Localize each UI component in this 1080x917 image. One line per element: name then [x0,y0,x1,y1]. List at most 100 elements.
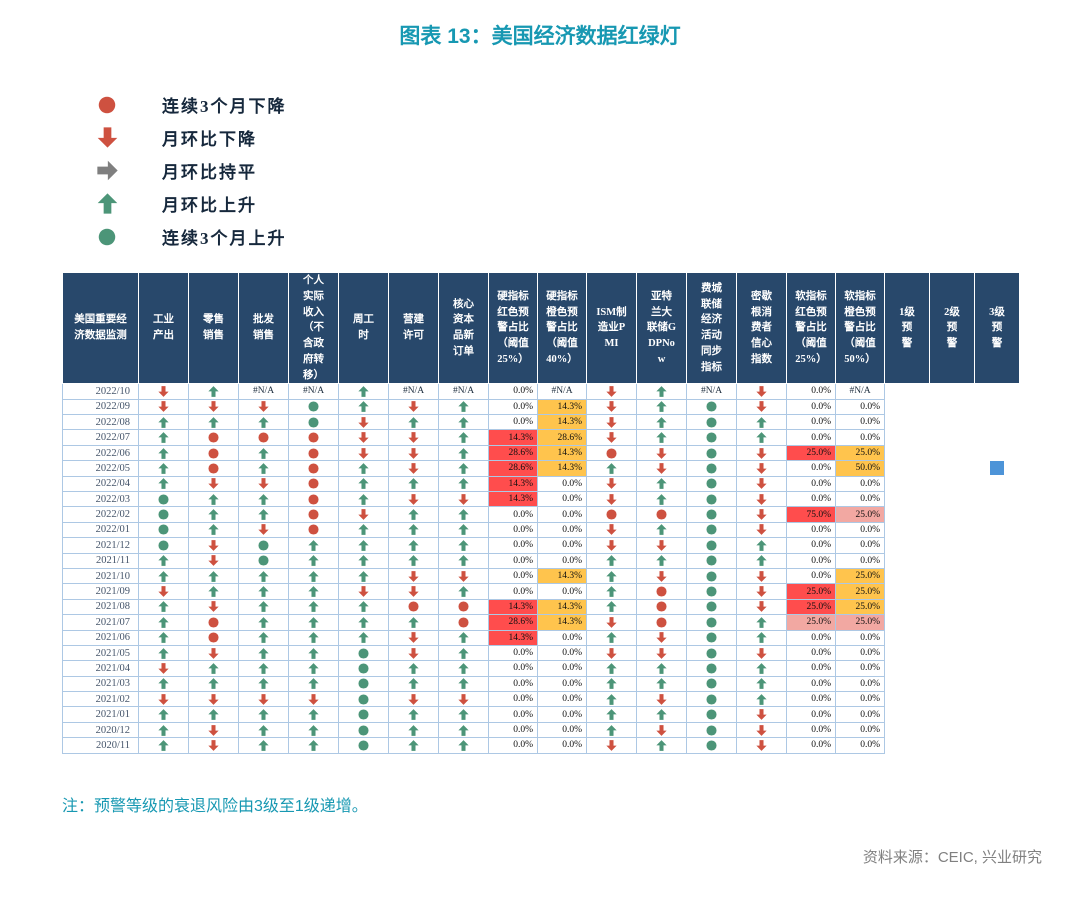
trend-icon-cell [636,383,687,400]
trend-icon-cell [636,644,687,662]
trend-icon-cell [686,429,737,446]
table-row: 2021/05 0.0% 0.0% 0.0% 0.0% [62,644,1020,662]
up-arrow-icon [308,632,319,644]
trend-icon-cell [188,706,239,723]
percent-cell: 14.3% [537,414,587,431]
warning-cell [974,645,1020,661]
trend-icon-cell [388,567,439,585]
warning-cell [884,460,930,477]
warning-cell [929,676,975,692]
percent-cell: 0.0% [786,675,836,693]
up-arrow-icon [208,709,219,720]
up-arrow-icon [208,678,219,690]
trend-icon-cell [388,660,439,677]
up-arrow-icon [408,524,419,536]
date-cell: 2022/04 [62,475,139,492]
trend-icon-cell [438,537,489,554]
column-header: 核心资本品新订单 [438,271,489,385]
up-arrow-icon [258,586,269,597]
trend-icon-cell [388,552,439,569]
trend-icon-cell [288,691,339,708]
table-row: 2022/10 #N/A #N/A #N/A #N/A 0.0% #N/A #N/A 0.0% #… [62,383,1020,400]
up3-circle-icon [706,724,717,736]
percent-cell: 75.0% [786,506,836,523]
trend-icon-cell [586,460,637,477]
up-arrow-icon [458,586,469,597]
down-arrow-icon [656,693,667,705]
trend-icon-cell [586,691,637,708]
trend-icon-cell [138,475,189,492]
header-row: 美国重要经济数据监测 工业产出 零售销售 批发销售 个人实际收入（不含政府转移） 周工时营… [62,271,1020,385]
warning-cell [974,491,1020,507]
column-header: 工业产出 [138,271,189,385]
up-arrow-icon [756,663,767,674]
trend-icon-cell [388,614,439,631]
trend-icon-cell [736,444,787,462]
trend-icon-cell [338,414,389,431]
trend-icon-cell [636,629,687,646]
down-arrow-icon [358,509,369,520]
down-arrow-icon [606,647,617,659]
down-arrow-icon [258,693,269,705]
trend-icon-cell [188,675,239,693]
trend-icon-cell [238,629,289,646]
date-cell: 2022/02 [62,506,139,523]
up-arrow-icon [606,463,617,474]
column-header: 密歇根消费者信心指数 [736,271,787,385]
up-arrow-icon [158,463,169,474]
na-cell: #N/A [288,383,339,400]
up-arrow-icon [656,416,667,428]
percent-cell: 0.0% [835,521,885,539]
down3-circle-icon [208,432,219,443]
warning-cell [974,383,1020,400]
warning-cell [929,568,975,584]
warning-cell [884,399,930,415]
up3-circle-icon [706,555,717,566]
na-cell: #N/A [238,383,289,400]
down-arrow-icon [208,540,219,551]
percent-cell: 0.0% [488,398,538,416]
up3-circle-icon [358,663,369,674]
percent-cell: 0.0% [537,691,587,708]
up-arrow-icon [158,616,169,628]
down3-circle-icon [656,601,667,612]
trend-icon-cell [138,691,189,708]
trend-icon-cell [586,721,637,739]
percent-cell: 28.6% [488,460,538,477]
up-arrow-icon [458,416,469,428]
table-row: 2021/06 14.3% 0.0% 0.0% 0.0% [62,629,1020,646]
down-arrow-icon [94,126,120,150]
up3-circle-icon [358,709,369,720]
warning-cell [929,537,975,554]
up3-circle-icon [706,632,717,643]
trend-icon-cell [586,398,637,416]
down-arrow-icon [606,740,617,751]
up-arrow-icon [358,478,369,490]
trend-icon-cell [188,583,239,600]
trend-icon-cell [586,429,637,446]
trend-icon-cell [288,490,339,508]
up3-circle-icon [308,417,319,428]
table-row: 2022/04 14.3% 0.0% 0.0% 0.0% [62,475,1020,492]
up3-circle-icon [706,540,717,551]
percent-cell: 0.0% [488,383,538,400]
warning-cell [974,737,1020,754]
trend-icon-cell [238,706,289,723]
trend-icon-cell [736,490,787,508]
trend-icon-cell [338,629,389,646]
up-arrow-icon [606,601,617,613]
warning-cell [974,691,1020,707]
trend-icon-cell [338,537,389,554]
warning-cell [929,706,975,723]
warning-cell [884,599,930,615]
trend-icon-cell [438,675,489,693]
trend-icon-cell [438,506,489,523]
up-arrow-icon [606,693,617,705]
percent-cell: 0.0% [488,537,538,554]
up-arrow-icon [756,555,767,567]
trend-icon-cell [438,614,489,631]
trend-icon-cell [338,675,389,693]
trend-icon-cell [288,521,339,539]
table-row: 2020/12 0.0% 0.0% 0.0% 0.0% [62,721,1020,739]
